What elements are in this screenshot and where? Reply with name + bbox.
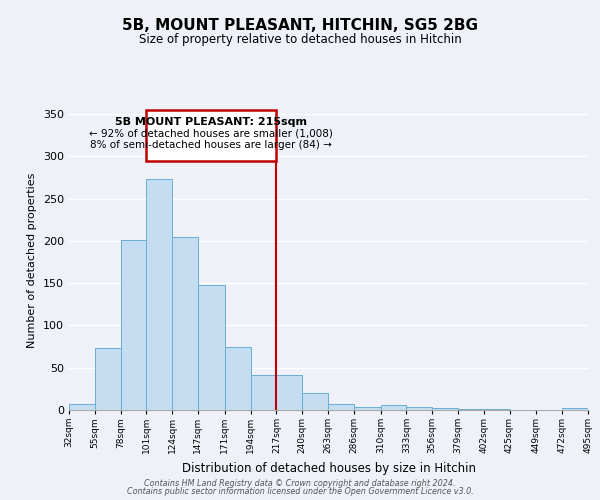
FancyBboxPatch shape <box>146 110 277 160</box>
Bar <box>251 376 277 410</box>
Bar <box>225 348 251 410</box>
Bar <box>458 409 484 410</box>
Bar <box>172 237 198 410</box>
Bar <box>121 240 146 410</box>
Bar <box>354 406 380 410</box>
Bar <box>406 406 432 410</box>
Bar <box>198 285 225 410</box>
X-axis label: Distribution of detached houses by size in Hitchin: Distribution of detached houses by size … <box>182 462 476 474</box>
Bar <box>432 408 458 410</box>
Bar <box>328 404 354 410</box>
Text: Contains public sector information licensed under the Open Government Licence v3: Contains public sector information licen… <box>127 487 473 496</box>
Bar <box>146 180 172 410</box>
Text: ← 92% of detached houses are smaller (1,008): ← 92% of detached houses are smaller (1,… <box>89 128 333 138</box>
Text: 8% of semi-detached houses are larger (84) →: 8% of semi-detached houses are larger (8… <box>91 140 332 150</box>
Bar <box>562 408 588 410</box>
Text: 5B, MOUNT PLEASANT, HITCHIN, SG5 2BG: 5B, MOUNT PLEASANT, HITCHIN, SG5 2BG <box>122 18 478 32</box>
Bar <box>95 348 121 410</box>
Bar <box>277 376 302 410</box>
Bar <box>484 409 509 410</box>
Bar <box>302 393 328 410</box>
Text: Contains HM Land Registry data © Crown copyright and database right 2024.: Contains HM Land Registry data © Crown c… <box>144 478 456 488</box>
Bar <box>69 404 95 410</box>
Y-axis label: Number of detached properties: Number of detached properties <box>28 172 37 348</box>
Text: 5B MOUNT PLEASANT: 215sqm: 5B MOUNT PLEASANT: 215sqm <box>115 117 307 127</box>
Text: Size of property relative to detached houses in Hitchin: Size of property relative to detached ho… <box>139 32 461 46</box>
Bar <box>380 405 406 410</box>
